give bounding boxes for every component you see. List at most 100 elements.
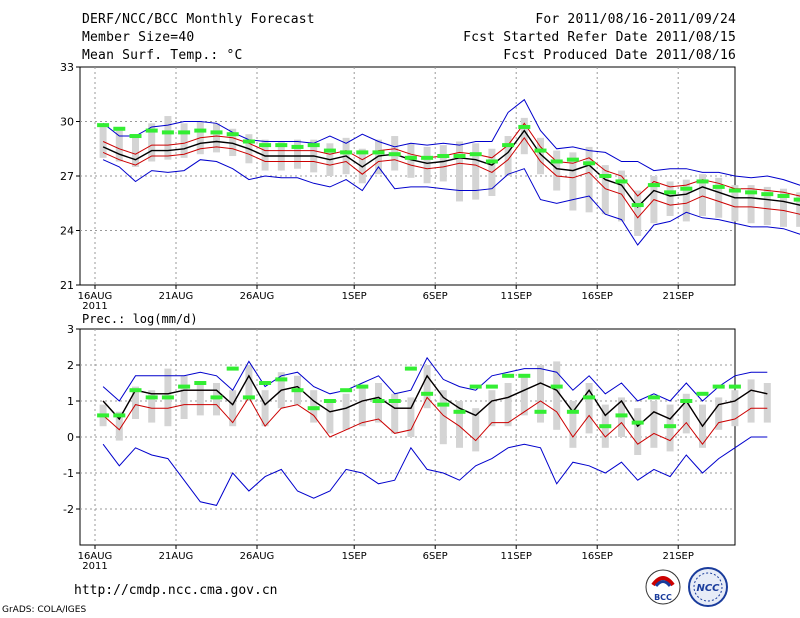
prec-observation-marker <box>129 388 142 393</box>
temp-range-bar <box>148 123 156 162</box>
temp-observation-marker <box>421 155 434 160</box>
prec-range-bar <box>520 375 528 416</box>
temp-observation-marker <box>550 159 563 164</box>
temp-x-tick-label: 16AUG <box>78 291 113 302</box>
prec-range-bar <box>650 401 658 448</box>
prec-ensemble-max-line <box>102 356 768 402</box>
prec-observation-marker <box>647 395 660 400</box>
prec-x-tick-label: 11SEP <box>500 551 531 562</box>
temp-ensemble-mean-line <box>102 129 800 208</box>
temp-observation-marker <box>259 143 272 148</box>
temp-y-tick-label: 33 <box>60 61 74 74</box>
prec-range-bar <box>715 397 723 430</box>
temp-range-bar <box>585 146 593 213</box>
prec-range-bar <box>504 383 512 427</box>
temp-observation-marker <box>291 144 304 149</box>
prec-range-bar <box>634 408 642 455</box>
prec-observation-marker <box>469 384 482 389</box>
temp-observation-marker <box>323 148 336 153</box>
temp-range-bar <box>180 123 188 158</box>
prec-observation-marker <box>404 366 417 371</box>
prec-observation-marker <box>226 366 239 371</box>
temp-spread-upper-line <box>102 122 800 197</box>
temp-range-bar <box>358 148 366 184</box>
temp-observation-marker <box>777 193 790 198</box>
member-size-label: Member Size=40 <box>82 30 195 45</box>
bcc-logo: BCC <box>645 569 681 605</box>
temp-range-bar <box>456 141 463 202</box>
prec-observation-marker <box>340 388 353 393</box>
temp-range-bar <box>294 139 301 169</box>
temp-observation-marker <box>696 179 709 184</box>
prec-range-bar <box>132 386 139 419</box>
temp-spread-lower-line <box>102 136 800 219</box>
prec-observation-marker <box>566 409 579 414</box>
prec-observation-marker <box>161 395 174 400</box>
prec-y-tick-label: -2 <box>63 503 74 516</box>
temp-observation-marker <box>631 203 644 208</box>
temp-range-bar <box>164 116 172 160</box>
prec-observation-marker <box>194 381 207 385</box>
temp-observation-marker <box>145 128 158 133</box>
prec-observation-marker <box>421 391 434 396</box>
prec-y-tick-label: -1 <box>63 467 74 480</box>
prec-range-bar <box>537 365 544 423</box>
source-url: http://cmdp.ncc.cma.gov.cn <box>74 583 278 598</box>
forecast-produced-label: Fcst Produced Date 2011/08/16 <box>503 48 736 63</box>
temp-observation-marker <box>647 183 660 188</box>
temp-observation-marker <box>194 128 207 133</box>
temp-observation-marker <box>712 184 725 189</box>
temp-range-bar <box>569 152 577 211</box>
temp-observation-marker <box>745 190 758 195</box>
prec-observation-marker <box>485 384 498 389</box>
prec-panel-title: Prec.: log(mm/d) <box>82 312 198 326</box>
prec-observation-marker <box>599 424 612 429</box>
temp-range-bar <box>731 185 739 222</box>
figure-title: DERF/NCC/BCC Monthly Forecast <box>82 12 315 27</box>
prec-range-bar <box>358 386 366 427</box>
grads-credit: GrADS: COLA/IGES <box>2 605 87 615</box>
prec-range-bar <box>585 383 593 434</box>
temp-observation-marker <box>453 154 466 159</box>
temp-range-bar <box>618 170 625 222</box>
prec-range-bar <box>229 390 237 427</box>
prec-observation-marker <box>388 399 401 403</box>
temp-range-bar <box>132 136 139 167</box>
temp-observation-marker <box>761 192 774 197</box>
forecast-period-label: For 2011/08/16-2011/09/24 <box>535 12 736 27</box>
temp-ensemble-max-line <box>102 98 800 186</box>
prec-observation-marker <box>518 373 531 378</box>
temp-observation-marker <box>388 152 401 157</box>
prec-observation-marker <box>664 424 677 429</box>
prec-observation-marker <box>712 384 725 389</box>
ncc-logo: NCC <box>688 567 728 607</box>
prec-range-bar <box>115 411 123 441</box>
temp-observation-marker <box>356 150 369 155</box>
prec-observation-marker <box>356 384 369 389</box>
temp-observation-marker <box>469 152 482 157</box>
prec-range-bar <box>423 365 431 409</box>
temp-range-bar <box>699 174 706 216</box>
prec-observation-marker <box>631 420 644 425</box>
temp-observation-marker <box>242 139 255 144</box>
temp-range-bar <box>213 123 220 153</box>
prec-observation-marker <box>550 384 563 389</box>
temp-observation-marker <box>307 143 320 148</box>
temp-range-bar <box>747 185 755 224</box>
temp-y-tick-label: 30 <box>60 116 74 129</box>
prec-observation-marker <box>323 399 336 403</box>
temp-y-tick-label: 24 <box>60 225 74 238</box>
forecast-start-label: Fcst Started Refer Date 2011/08/15 <box>463 30 736 45</box>
temp-observation-marker <box>485 159 498 164</box>
temp-observation-marker <box>437 154 450 159</box>
prec-range-bar <box>763 383 771 423</box>
prec-range-bar <box>682 393 690 434</box>
temp-observation-marker <box>178 130 191 135</box>
temp-range-bar <box>666 181 674 216</box>
temp-range-bar <box>472 143 480 200</box>
temp-x-tick-label: 26AUG <box>240 291 275 302</box>
prec-observation-marker <box>534 409 547 414</box>
temp-y-tick-label: 21 <box>60 279 74 292</box>
